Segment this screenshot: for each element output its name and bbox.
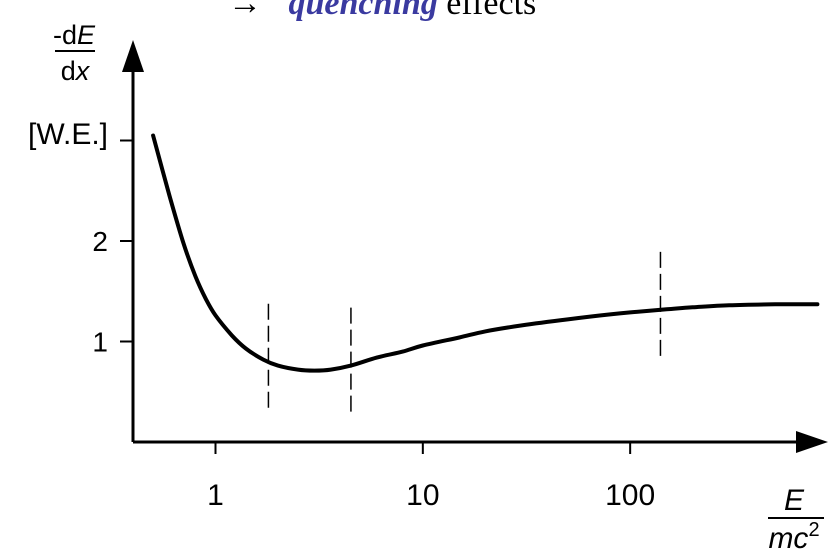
x-label-den-base: mc <box>768 522 808 553</box>
x-tick-label: 10 <box>406 479 439 512</box>
y-axis-arrowhead <box>122 40 144 72</box>
y-label-unit: [W.E.] <box>28 118 108 151</box>
x-tick-label: 1 <box>207 479 224 512</box>
region-markers <box>267 251 662 416</box>
energy-loss-curve <box>151 133 820 373</box>
x-tick-label: 100 <box>605 479 655 512</box>
y-ticks: 12 <box>92 139 133 358</box>
x-axis-arrowhead <box>796 431 828 453</box>
series-group <box>151 133 820 373</box>
header-emphasis: quenching <box>289 0 438 22</box>
header-rest: effects <box>446 0 536 22</box>
y-label-var: E <box>77 20 96 50</box>
y-label-numerator: -dE <box>53 20 96 50</box>
y-label-den-var: x <box>74 56 91 86</box>
y-label-den-prefix: d <box>61 56 76 86</box>
y-label-denominator: dx <box>61 56 91 86</box>
x-label-denominator: mc2 <box>768 519 819 553</box>
y-tick-label: 2 <box>92 226 108 257</box>
x-label-den-exp: 2 <box>808 519 819 541</box>
y-tick-label: 1 <box>92 327 108 358</box>
header-arrow: → <box>228 0 262 22</box>
header-text: → quenching effects <box>228 0 536 22</box>
x-ticks: 1 10 100 <box>207 442 655 512</box>
y-label-prefix: -d <box>53 20 77 50</box>
axes <box>131 62 800 444</box>
x-label-numerator: E <box>784 484 805 517</box>
